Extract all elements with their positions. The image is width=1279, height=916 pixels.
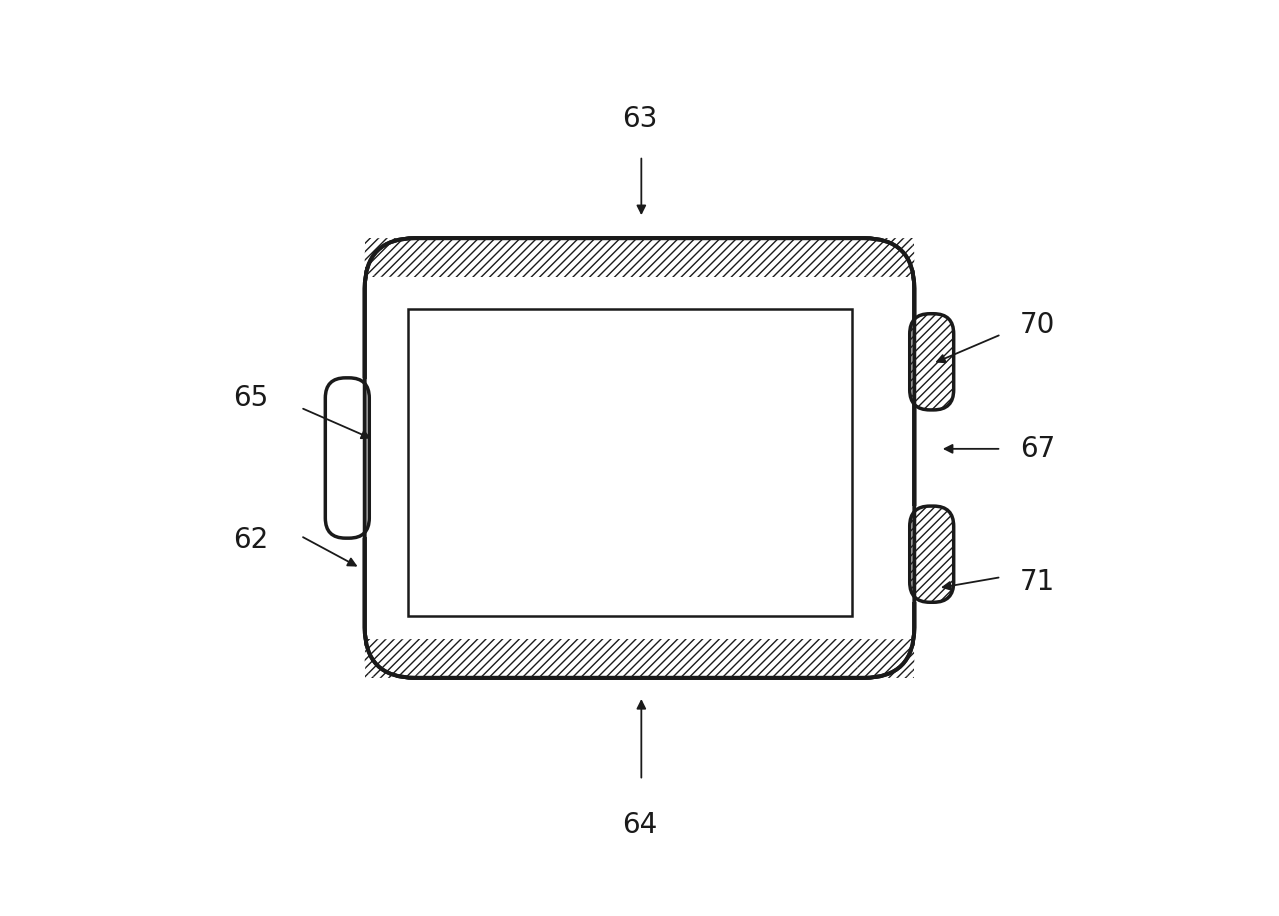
FancyBboxPatch shape xyxy=(857,639,914,678)
Bar xyxy=(365,639,914,678)
Text: 65: 65 xyxy=(233,385,269,412)
FancyBboxPatch shape xyxy=(365,238,914,678)
FancyBboxPatch shape xyxy=(325,378,379,539)
Text: 67: 67 xyxy=(1019,435,1055,463)
Text: 62: 62 xyxy=(233,527,269,554)
FancyBboxPatch shape xyxy=(909,313,954,410)
FancyBboxPatch shape xyxy=(365,639,422,678)
Bar xyxy=(909,506,946,603)
FancyBboxPatch shape xyxy=(325,378,370,539)
FancyBboxPatch shape xyxy=(365,238,422,277)
Text: 64: 64 xyxy=(622,811,657,839)
Text: 70: 70 xyxy=(1019,311,1055,339)
Bar xyxy=(408,309,853,616)
Text: 63: 63 xyxy=(622,104,657,133)
FancyBboxPatch shape xyxy=(909,506,954,603)
Bar xyxy=(365,238,914,277)
FancyBboxPatch shape xyxy=(857,238,914,277)
Text: 71: 71 xyxy=(1019,568,1055,595)
